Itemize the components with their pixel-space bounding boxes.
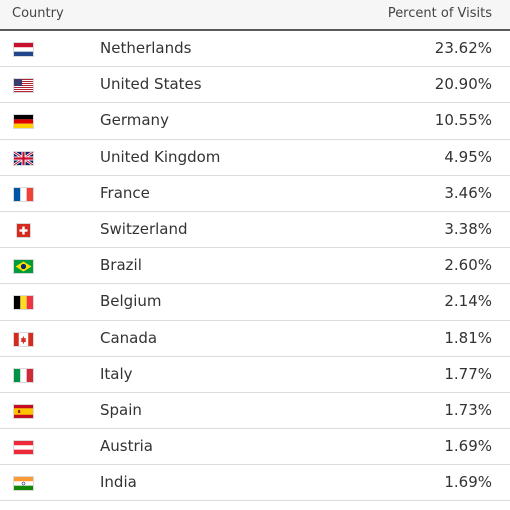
percent-column-header: Percent of Visits (388, 6, 492, 21)
country-name: Italy (100, 365, 133, 383)
brazil-flag-icon (14, 260, 33, 273)
germany-flag-icon (14, 115, 33, 128)
table-row: Canada 1.81% (0, 321, 510, 357)
country-name: Belgium (100, 292, 162, 310)
country-name: United Kingdom (100, 148, 220, 166)
visit-percent: 10.55% (435, 111, 492, 129)
country-name: France (100, 184, 150, 202)
india-flag-icon (14, 477, 33, 490)
table-row: Switzerland 3.38% (0, 212, 510, 248)
visit-percent: 1.69% (444, 473, 492, 491)
table-row: United Kingdom 4.95% (0, 140, 510, 176)
country-name: Netherlands (100, 39, 191, 57)
visit-percent: 3.46% (444, 184, 492, 202)
country-name: Spain (100, 401, 142, 419)
visit-percent: 1.69% (444, 437, 492, 455)
country-name: Germany (100, 111, 169, 129)
united-kingdom-flag-icon (14, 152, 33, 165)
country-name: Canada (100, 329, 157, 347)
spain-flag-icon (14, 405, 33, 418)
table-row: Netherlands 23.62% (0, 31, 510, 67)
visit-percent: 23.62% (435, 39, 492, 57)
country-name: Brazil (100, 256, 142, 274)
table-row: France 3.46% (0, 176, 510, 212)
country-column-header: Country (12, 6, 64, 21)
table-header: Country Percent of Visits (0, 0, 510, 31)
visit-percent: 2.60% (444, 256, 492, 274)
switzerland-flag-icon (17, 224, 30, 237)
united-states-flag-icon (14, 79, 33, 92)
table-row: Brazil 2.60% (0, 248, 510, 284)
visit-percent: 3.38% (444, 220, 492, 238)
visit-percent: 1.73% (444, 401, 492, 419)
france-flag-icon (14, 188, 33, 201)
country-name: United States (100, 75, 202, 93)
italy-flag-icon (14, 369, 33, 382)
visit-percent: 1.81% (444, 329, 492, 347)
country-name: Switzerland (100, 220, 188, 238)
table-row: Austria 1.69% (0, 429, 510, 465)
visit-percent: 2.14% (444, 292, 492, 310)
table-row: Belgium 2.14% (0, 284, 510, 320)
austria-flag-icon (14, 441, 33, 454)
country-name: India (100, 473, 137, 491)
visit-percent: 20.90% (435, 75, 492, 93)
country-name: Austria (100, 437, 153, 455)
table-row: United States 20.90% (0, 67, 510, 103)
canada-flag-icon (14, 333, 33, 346)
table-row: India 1.69% (0, 465, 510, 501)
table-row: Germany 10.55% (0, 103, 510, 139)
belgium-flag-icon (14, 296, 33, 309)
visit-percent: 1.77% (444, 365, 492, 383)
table-row: Spain 1.73% (0, 393, 510, 429)
netherlands-flag-icon (14, 43, 33, 56)
visit-percent: 4.95% (444, 148, 492, 166)
table-row: Italy 1.77% (0, 357, 510, 393)
